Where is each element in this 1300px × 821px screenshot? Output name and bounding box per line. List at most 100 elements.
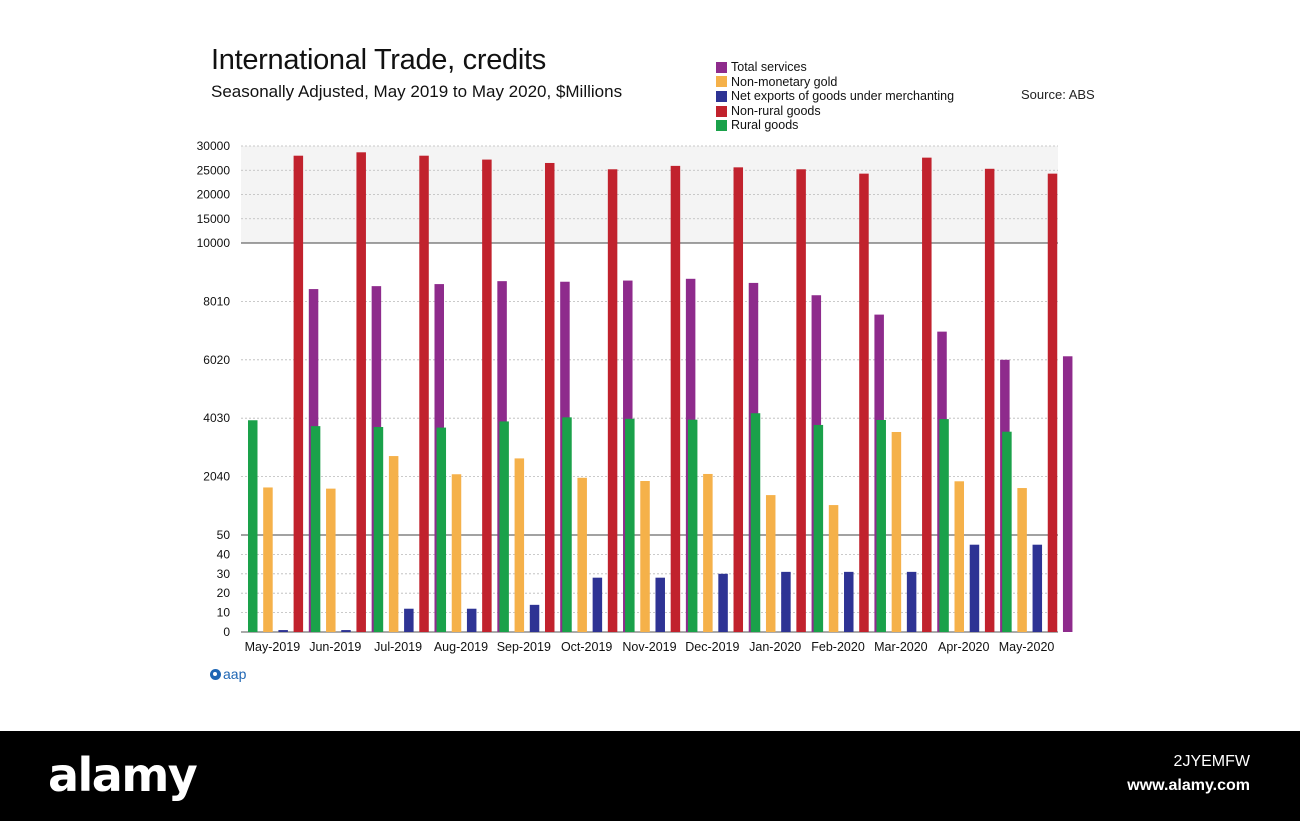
legend-swatch xyxy=(716,76,727,88)
bar-non-monetary-gold xyxy=(954,481,965,632)
y-tick-label: 10 xyxy=(217,606,231,620)
bar-net-exports-of-goods-under-merchanting xyxy=(655,577,665,632)
aap-brand-label: aap xyxy=(223,666,247,682)
bar-non-rural-goods xyxy=(796,169,806,632)
x-tick-label: Jul-2019 xyxy=(374,640,422,654)
bar-rural-goods xyxy=(373,427,384,632)
bar-non-monetary-gold xyxy=(514,458,525,632)
bar-rural-goods xyxy=(562,417,572,632)
legend-label: Total services xyxy=(731,60,807,74)
chart-subtitle: Seasonally Adjusted, May 2019 to May 202… xyxy=(211,82,623,101)
y-tick-label: 2040 xyxy=(203,470,230,484)
y-tick-label: 30 xyxy=(217,567,231,581)
legend-label: Non-rural goods xyxy=(731,103,821,118)
bar-net-exports-of-goods-under-merchanting xyxy=(529,604,540,632)
y-tick-label: 10000 xyxy=(197,236,231,250)
bar-non-monetary-gold xyxy=(1017,488,1027,632)
bar-non-rural-goods xyxy=(733,167,744,632)
bar-rural-goods xyxy=(625,418,635,632)
bar-non-rural-goods xyxy=(670,165,681,632)
y-tick-label: 15000 xyxy=(197,212,231,226)
source-label: Source: ABS xyxy=(1021,87,1095,102)
y-tick-label: 8010 xyxy=(203,294,230,308)
legend-item-rural-goods: Rural goods xyxy=(716,118,954,133)
bar-non-monetary-gold xyxy=(703,473,713,632)
x-tick-label: Apr-2020 xyxy=(938,640,989,654)
bar-non-rural-goods xyxy=(607,169,618,632)
bar-non-monetary-gold xyxy=(640,481,650,632)
bar-non-monetary-gold xyxy=(451,474,462,632)
chart-title: International Trade, credits xyxy=(211,44,546,76)
legend-label: Rural goods xyxy=(731,118,799,133)
bar-non-rural-goods xyxy=(859,173,869,632)
bar-non-rural-goods xyxy=(984,168,995,633)
bar-rural-goods xyxy=(499,421,509,632)
legend-item-non-rural-goods: Non-rural goods xyxy=(716,104,954,119)
bar-rural-goods xyxy=(939,419,949,632)
x-tick-label: Oct-2019 xyxy=(561,640,612,654)
bar-non-rural-goods xyxy=(293,155,304,632)
bar-non-monetary-gold xyxy=(577,477,587,632)
y-tick-label: 20000 xyxy=(197,188,231,202)
bar-rural-goods xyxy=(813,424,824,632)
bar-non-monetary-gold xyxy=(263,487,273,632)
bar-net-exports-of-goods-under-merchanting xyxy=(592,577,603,632)
bar-net-exports-of-goods-under-merchanting xyxy=(466,608,477,632)
x-tick-label: Nov-2019 xyxy=(622,640,676,654)
legend-swatch xyxy=(716,105,727,117)
y-tick-label: 30000 xyxy=(197,139,231,153)
legend-swatch xyxy=(716,120,727,132)
x-tick-label: Jun-2019 xyxy=(309,640,361,654)
chart-legend: Total services Non-monetary gold Net expor… xyxy=(716,60,954,133)
bar-non-rural-goods xyxy=(1047,173,1058,632)
bar-net-exports-of-goods-under-merchanting xyxy=(278,630,288,632)
bar-rural-goods xyxy=(750,413,761,632)
x-tick-label: May-2020 xyxy=(999,640,1055,654)
y-tick-label: 20 xyxy=(217,586,231,600)
x-tick-label: Dec-2019 xyxy=(685,640,739,654)
bar-rural-goods xyxy=(876,419,886,632)
bar-net-exports-of-goods-under-merchanting xyxy=(718,573,728,632)
x-tick-label: Jan-2020 xyxy=(749,640,801,654)
watermark-footer: alamy 2JYEMFW www.alamy.com xyxy=(0,731,1300,821)
bar-net-exports-of-goods-under-merchanting xyxy=(1032,544,1043,632)
bar-net-exports-of-goods-under-merchanting xyxy=(906,571,917,632)
bar-non-monetary-gold xyxy=(828,505,839,632)
alamy-logo: alamy xyxy=(48,748,198,802)
bar-chart: 0 10 20 30 40 50 2040 4030 6020 8010 10000 15000 200… xyxy=(197,139,1073,654)
bar-non-monetary-gold xyxy=(388,456,399,632)
bar-net-exports-of-goods-under-merchanting xyxy=(969,544,980,632)
y-tick-label: 0 xyxy=(223,625,230,639)
y-tick-label: 50 xyxy=(217,528,231,542)
bar-rural-goods xyxy=(1002,431,1012,632)
bar-net-exports-of-goods-under-merchanting xyxy=(404,608,414,632)
bar-non-monetary-gold xyxy=(765,495,776,632)
footer-url: www.alamy.com xyxy=(1127,777,1250,794)
bar-non-monetary-gold xyxy=(891,431,902,632)
bar-net-exports-of-goods-under-merchanting xyxy=(781,571,791,632)
aap-logo-icon xyxy=(210,668,221,680)
bar-non-rural-goods xyxy=(356,152,366,632)
bar-non-rural-goods xyxy=(482,159,492,632)
y-tick-label: 6020 xyxy=(203,353,230,367)
legend-item-net-exports-of-goods-under-merchanting: Net exports of goods under merchanting xyxy=(716,89,954,104)
x-tick-label: Sep-2019 xyxy=(497,640,551,654)
bar-net-exports-of-goods-under-merchanting xyxy=(844,571,854,632)
bar-non-rural-goods xyxy=(544,162,555,632)
legend-swatch xyxy=(716,61,727,73)
legend-label: Non-monetary gold xyxy=(731,74,838,89)
bar-rural-goods xyxy=(436,427,447,632)
x-tick-label: Aug-2019 xyxy=(434,640,488,654)
image-id: 2JYEMFW xyxy=(1173,753,1250,770)
y-tick-label: 40 xyxy=(217,547,231,561)
legend-label: Net exports of goods under merchanting xyxy=(731,89,955,104)
bar-rural-goods xyxy=(310,426,321,632)
bar-rural-goods xyxy=(248,420,258,632)
bar-non-rural-goods xyxy=(419,155,429,632)
aap-brand: aap xyxy=(210,666,246,682)
legend-item-non-monetary-gold: Non-monetary gold xyxy=(716,75,954,90)
x-tick-label: May-2019 xyxy=(245,640,301,654)
legend-item-total-services: Total services xyxy=(716,60,954,75)
bar-non-rural-goods xyxy=(922,157,932,632)
bar-total-services xyxy=(1062,356,1073,632)
